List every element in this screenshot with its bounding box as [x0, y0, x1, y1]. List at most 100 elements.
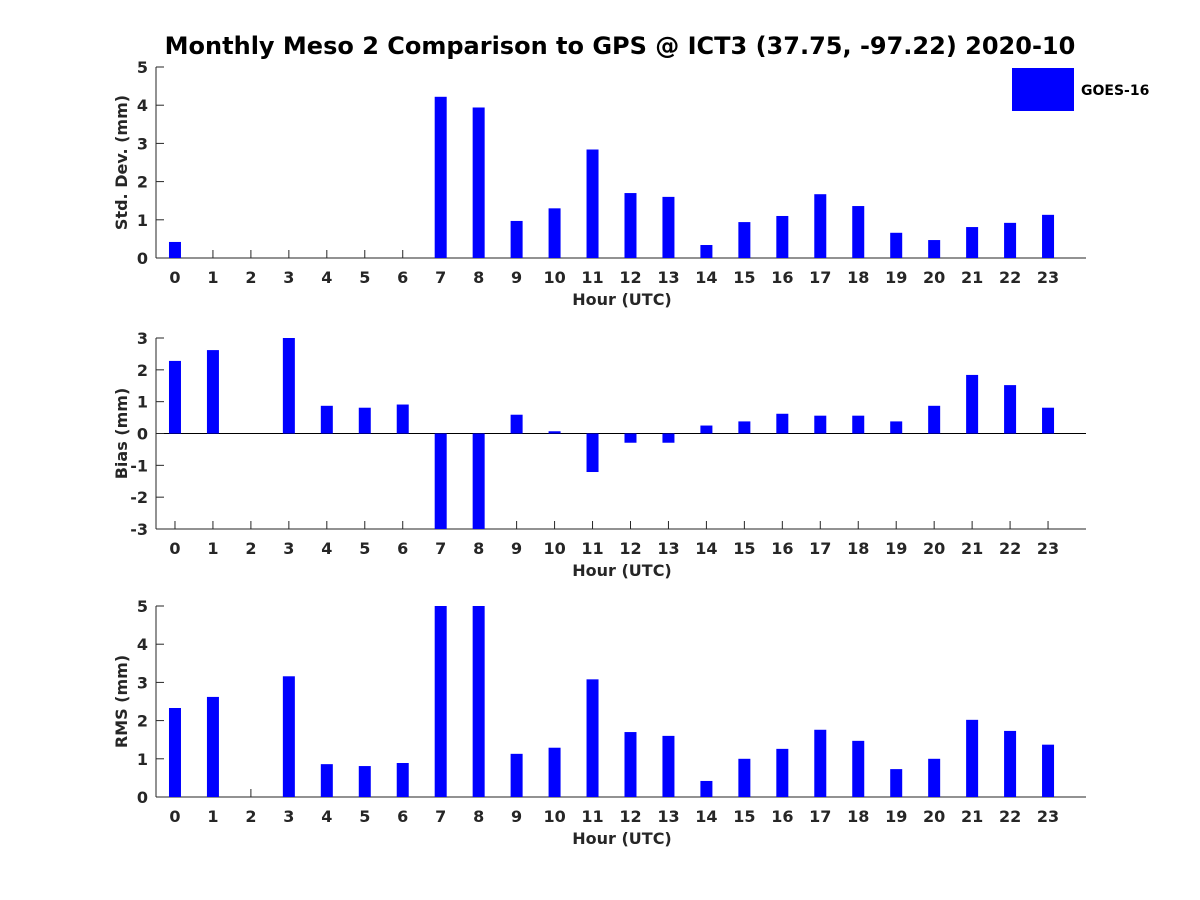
- x-tick-label: 22: [999, 268, 1021, 287]
- x-tick-label: 10: [543, 539, 565, 558]
- x-tick-label: 15: [733, 268, 755, 287]
- x-tick-label: 8: [473, 539, 484, 558]
- x-tick-label: 14: [695, 539, 717, 558]
- x-tick-label: 7: [435, 268, 446, 287]
- x-tick-label: 4: [321, 268, 332, 287]
- x-tick-label: 15: [733, 539, 755, 558]
- bias-bar: [472, 433, 485, 529]
- y-tick-label: 2: [137, 712, 148, 731]
- rms-bar: [1004, 730, 1017, 797]
- bias-bar: [890, 421, 903, 434]
- rms-bar: [662, 735, 675, 797]
- chart-title: Monthly Meso 2 Comparison to GPS @ ICT3 …: [165, 32, 1076, 60]
- bias-bar: [206, 350, 219, 434]
- x-axis-label: Hour (UTC): [572, 561, 672, 580]
- x-tick-label: 0: [169, 539, 180, 558]
- y-tick-label: 2: [137, 361, 148, 380]
- x-axis-label: Hour (UTC): [572, 290, 672, 309]
- x-tick-label: 10: [543, 268, 565, 287]
- x-tick-label: 16: [771, 539, 793, 558]
- y-tick-label: -2: [130, 488, 148, 507]
- x-tick-label: 21: [961, 807, 983, 826]
- bias-bar: [548, 431, 561, 434]
- std-dev-bar: [700, 245, 713, 258]
- x-tick-label: 9: [511, 539, 522, 558]
- rms-bar: [624, 732, 637, 797]
- rms-bar: [282, 676, 295, 797]
- rms-bar: [928, 758, 941, 797]
- rms-bar: [548, 747, 561, 797]
- bias-bar: [1004, 385, 1017, 434]
- x-tick-label: 1: [207, 807, 218, 826]
- x-tick-label: 23: [1037, 268, 1059, 287]
- x-tick-label: 5: [359, 268, 370, 287]
- x-tick-label: 4: [321, 539, 332, 558]
- y-tick-label: 3: [137, 673, 148, 692]
- rms-bar: [852, 740, 865, 797]
- rms-bar: [206, 696, 219, 797]
- x-tick-label: 6: [397, 539, 408, 558]
- x-tick-label: 20: [923, 539, 945, 558]
- x-tick-label: 3: [283, 807, 294, 826]
- x-tick-label: 10: [543, 807, 565, 826]
- x-tick-label: 5: [359, 539, 370, 558]
- y-tick-label: 5: [137, 597, 148, 616]
- x-tick-label: 12: [619, 807, 641, 826]
- x-tick-label: 21: [961, 539, 983, 558]
- rms-bar: [586, 679, 599, 797]
- y-tick-label: -3: [130, 520, 148, 539]
- legend-swatch: [1012, 68, 1074, 111]
- rms-bar: [396, 763, 409, 797]
- legend-label: GOES-16: [1081, 83, 1149, 99]
- std-dev-bar: [890, 232, 903, 258]
- rms-bar: [472, 606, 485, 797]
- x-tick-label: 3: [283, 268, 294, 287]
- bias-bar: [510, 414, 523, 434]
- std-dev-bar: [1042, 214, 1055, 258]
- bias-bar: [814, 415, 827, 434]
- y-tick-label: 1: [137, 211, 148, 230]
- bias-bar: [396, 404, 409, 434]
- rms-bar: [1042, 744, 1055, 797]
- rms-bar: [320, 764, 333, 797]
- x-tick-label: 1: [207, 539, 218, 558]
- x-tick-label: 13: [657, 539, 679, 558]
- rms-bar: [168, 707, 181, 797]
- x-tick-label: 2: [245, 539, 256, 558]
- bias-bar: [358, 407, 371, 434]
- x-tick-label: 20: [923, 268, 945, 287]
- x-tick-label: 17: [809, 539, 831, 558]
- x-tick-label: 16: [771, 807, 793, 826]
- x-tick-label: 1: [207, 268, 218, 287]
- x-tick-label: 5: [359, 807, 370, 826]
- x-tick-label: 7: [435, 807, 446, 826]
- x-tick-label: 22: [999, 539, 1021, 558]
- y-tick-label: 3: [137, 134, 148, 153]
- x-tick-label: 4: [321, 807, 332, 826]
- bias-bar: [168, 360, 181, 434]
- rms-bar: [700, 780, 713, 797]
- bias-bar: [928, 405, 941, 434]
- x-tick-label: 11: [581, 539, 603, 558]
- bias-bar: [434, 433, 447, 529]
- y-axis-label: Bias (mm): [112, 388, 131, 480]
- y-tick-label: 5: [137, 58, 148, 77]
- std-dev-bar: [472, 107, 485, 258]
- y-tick-label: -1: [130, 456, 148, 475]
- std-dev-bar: [814, 194, 827, 258]
- x-tick-label: 22: [999, 807, 1021, 826]
- rms-bar: [890, 769, 903, 797]
- x-tick-label: 15: [733, 807, 755, 826]
- rms-bar: [510, 753, 523, 797]
- x-tick-label: 3: [283, 539, 294, 558]
- std-dev-bar: [738, 222, 751, 258]
- x-tick-label: 13: [657, 807, 679, 826]
- x-tick-label: 19: [885, 807, 907, 826]
- x-tick-label: 11: [581, 268, 603, 287]
- x-tick-label: 20: [923, 807, 945, 826]
- x-tick-label: 23: [1037, 539, 1059, 558]
- rms-bar: [358, 766, 371, 797]
- bias-bar: [738, 421, 751, 434]
- rms-bar: [776, 748, 789, 797]
- std-dev-bar: [548, 208, 561, 258]
